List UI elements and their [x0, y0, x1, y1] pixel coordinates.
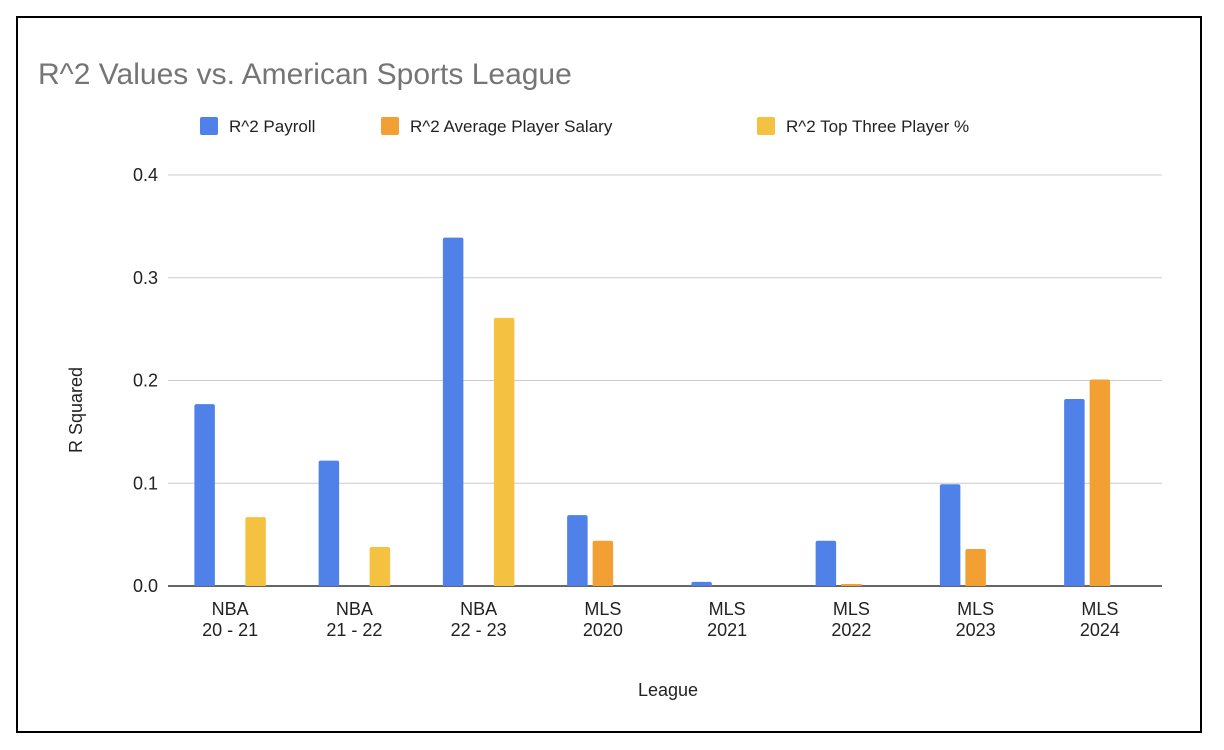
- x-tick-label: 2020: [583, 620, 623, 640]
- x-tick-label: NBA: [336, 599, 373, 619]
- legend-label: R^2 Average Player Salary: [410, 117, 613, 136]
- x-tick-label: 2022: [831, 620, 871, 640]
- x-tick-label: MLS: [957, 599, 994, 619]
- bar: [369, 546, 391, 586]
- bar: [1089, 379, 1111, 586]
- bar: [691, 581, 712, 586]
- bar: [841, 583, 862, 586]
- legend: R^2 Payroll R^2 Average Player Salary R^2 …: [200, 117, 969, 136]
- y-tick-label: 0.3: [133, 268, 158, 288]
- bar: [592, 540, 614, 586]
- y-axis-label: R Squared: [66, 367, 86, 453]
- x-tick-label: 22 - 23: [451, 620, 507, 640]
- chart-title: R^2 Values vs. American Sports League: [38, 58, 572, 91]
- chart: R^2 Values vs. American Sports League R^…: [38, 58, 1162, 700]
- x-tick-label: 2024: [1080, 620, 1120, 640]
- x-tick-label: MLS: [709, 599, 746, 619]
- x-tick-label: MLS: [833, 599, 870, 619]
- x-tick-label: NBA: [212, 599, 249, 619]
- chart-frame: R^2 Values vs. American Sports League R^…: [16, 16, 1202, 733]
- x-tick-label: NBA: [460, 599, 497, 619]
- y-tick-label: 0.4: [133, 165, 158, 185]
- bar: [939, 484, 961, 586]
- bar: [245, 517, 266, 586]
- bar: [493, 317, 515, 586]
- legend-label: R^2 Payroll: [229, 117, 315, 136]
- y-tick-label: 0.2: [133, 371, 158, 391]
- x-tick-label: 2021: [707, 620, 747, 640]
- bars: [194, 237, 1111, 587]
- legend-swatch: [200, 117, 218, 135]
- x-tick-label: 2023: [956, 620, 996, 640]
- x-tick-label: MLS: [1081, 599, 1118, 619]
- bar: [318, 460, 340, 586]
- grid: 0.0 0.1 0.2 0.3 0.4: [133, 165, 1162, 596]
- x-tick-label: MLS: [584, 599, 621, 619]
- bar: [442, 237, 464, 587]
- bar: [1064, 398, 1085, 586]
- bar: [194, 404, 215, 586]
- x-tick-label: 20 - 21: [202, 620, 258, 640]
- bar: [567, 515, 588, 586]
- legend-swatch: [381, 117, 399, 135]
- y-tick-label: 0.1: [133, 473, 158, 493]
- bar: [815, 540, 837, 586]
- y-tick-label: 0.0: [133, 576, 158, 596]
- legend-label: R^2 Top Three Player %: [786, 117, 969, 136]
- x-axis-label: League: [638, 680, 698, 700]
- bar: [965, 549, 986, 586]
- x-tick-label: 21 - 22: [326, 620, 382, 640]
- legend-swatch: [757, 117, 775, 135]
